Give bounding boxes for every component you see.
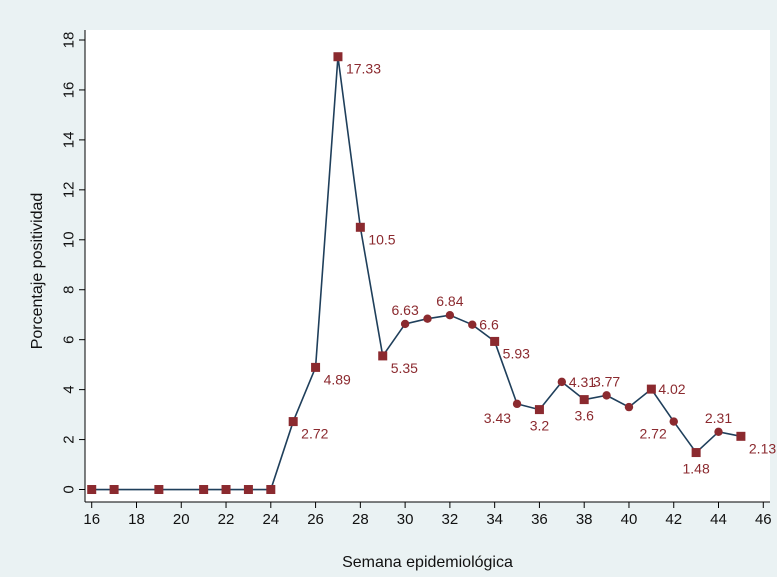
- y-tick-label: 2: [61, 435, 78, 443]
- x-tick-label: 34: [486, 511, 503, 528]
- data-label: 5.93: [503, 345, 530, 361]
- data-label: 2.72: [301, 426, 328, 442]
- data-point: [602, 391, 611, 400]
- data-label: 2.72: [639, 426, 666, 442]
- data-point: [691, 448, 701, 458]
- data-point: [288, 417, 298, 427]
- data-point: [468, 320, 477, 329]
- data-label: 6.84: [436, 293, 463, 309]
- data-point: [109, 485, 119, 495]
- data-label: 17.33: [346, 61, 381, 77]
- data-label: 2.13: [749, 440, 776, 456]
- data-point: [87, 485, 97, 495]
- data-point: [646, 384, 656, 394]
- data-point: [736, 431, 746, 441]
- x-tick-label: 22: [218, 511, 235, 528]
- data-point: [557, 377, 567, 387]
- x-tick-label: 38: [576, 511, 593, 528]
- data-label: 3.77: [593, 373, 620, 389]
- x-tick-label: 36: [531, 511, 548, 528]
- x-tick-label: 46: [755, 511, 772, 528]
- data-label: 4.31: [569, 374, 596, 390]
- data-label: 2.31: [705, 410, 732, 426]
- data-label: 5.35: [391, 360, 418, 376]
- data-point: [266, 485, 276, 495]
- data-point: [512, 399, 522, 409]
- data-point: [423, 314, 432, 323]
- data-point: [221, 485, 231, 495]
- data-label: 3.6: [574, 408, 594, 424]
- x-axis-title: Semana epidemiológica: [342, 554, 513, 571]
- data-label: 3.2: [530, 418, 550, 434]
- data-point: [154, 485, 164, 495]
- x-tick-label: 26: [307, 511, 324, 528]
- x-tick-label: 32: [442, 511, 459, 528]
- x-tick-label: 44: [710, 511, 727, 528]
- y-axis-title: Porcentaje positividad: [29, 193, 46, 350]
- data-label: 1.48: [683, 461, 710, 477]
- plot-area: [85, 30, 770, 502]
- series-layer: [87, 52, 746, 495]
- data-label: 6.63: [391, 302, 418, 318]
- data-label: 4.89: [324, 371, 351, 387]
- data-point: [490, 336, 500, 346]
- data-point: [579, 395, 589, 405]
- y-tick-label: 10: [61, 231, 78, 248]
- data-label: 3.43: [484, 410, 511, 426]
- data-label: 6.6: [479, 317, 499, 333]
- x-tick-label: 20: [173, 511, 190, 528]
- x-tick-label: 40: [621, 511, 638, 528]
- x-tick-label: 18: [128, 511, 145, 528]
- x-tick-label: 24: [262, 511, 279, 528]
- y-tick-label: 12: [61, 181, 78, 198]
- data-point: [714, 427, 723, 437]
- series-line: [91, 56, 742, 491]
- x-tick-label: 30: [397, 511, 414, 528]
- data-point: [311, 362, 321, 372]
- x-tick-label: 28: [352, 511, 369, 528]
- y-tick-label: 4: [61, 385, 78, 393]
- x-tick-label: 16: [83, 511, 100, 528]
- data-point: [624, 402, 634, 412]
- data-point: [333, 52, 343, 62]
- y-tick-label: 6: [61, 336, 78, 344]
- y-tick-label: 16: [61, 82, 78, 99]
- data-label: 4.02: [658, 381, 685, 397]
- data-point: [534, 405, 544, 415]
- data-point: [669, 417, 678, 426]
- data-point: [445, 310, 455, 320]
- y-tick-label: 14: [61, 132, 78, 149]
- y-tick-label: 8: [61, 286, 78, 294]
- data-labels-layer: 2.72 4.89 17.33 10.5 5.35 6.63 6.84 6.65.93 3.43…: [301, 61, 776, 477]
- data-point: [355, 222, 365, 232]
- y-tick-label: 18: [61, 32, 78, 49]
- data-label: 10.5: [368, 231, 395, 247]
- x-tick-label: 42: [665, 511, 682, 528]
- data-point: [378, 351, 388, 361]
- y-tick-label: 0: [61, 485, 78, 493]
- data-point: [199, 485, 209, 495]
- data-point: [243, 485, 253, 495]
- data-point: [400, 319, 410, 329]
